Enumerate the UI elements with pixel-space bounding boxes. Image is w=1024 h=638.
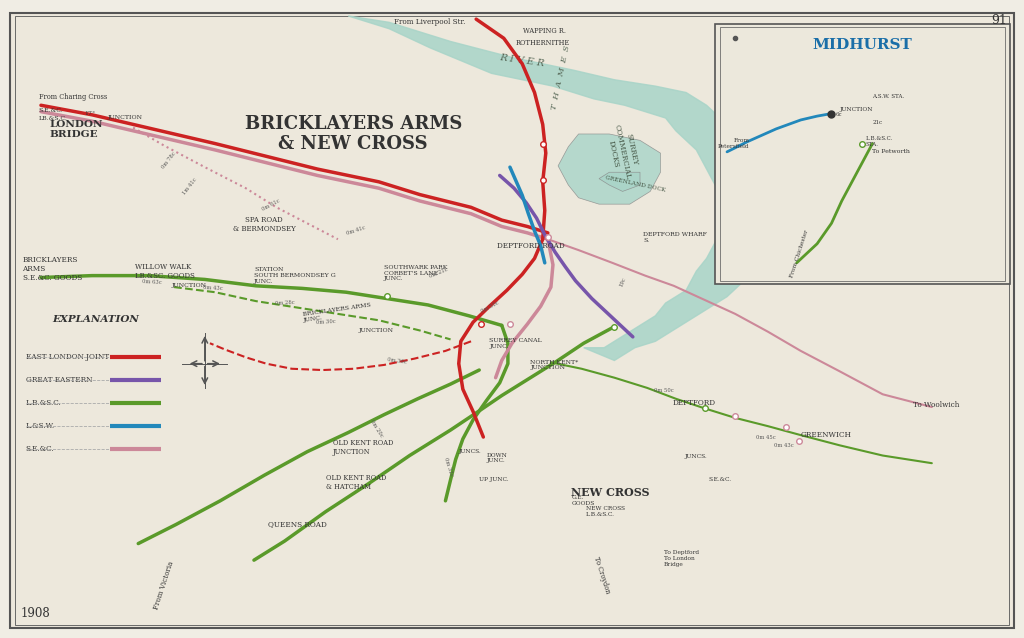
Text: R I V E R: R I V E R xyxy=(500,53,545,68)
Text: BRICKLAYERS ARMS
JUNC.: BRICKLAYERS ARMS JUNC. xyxy=(302,302,372,323)
Text: 0m 43c: 0m 43c xyxy=(203,285,223,292)
Text: 0m 50c: 0m 50c xyxy=(653,388,674,393)
Text: OLD KENT ROAD
JUNCTION: OLD KENT ROAD JUNCTION xyxy=(333,440,393,456)
Text: OLD KENT ROAD
& HATCHAM: OLD KENT ROAD & HATCHAM xyxy=(326,474,386,491)
Text: 17°: 17° xyxy=(84,111,95,116)
Text: 0m 50c: 0m 50c xyxy=(479,300,500,315)
Text: ROTHERNITHE: ROTHERNITHE xyxy=(516,40,569,47)
Text: EAST LONDON JOINT: EAST LONDON JOINT xyxy=(26,353,109,361)
Text: 19c: 19c xyxy=(618,277,627,287)
FancyBboxPatch shape xyxy=(715,24,1010,284)
Text: 0m 63c: 0m 63c xyxy=(141,279,162,285)
Text: G.E.
GOODS: G.E. GOODS xyxy=(571,496,595,506)
Text: BRICKLAYERS
ARMS
S.E.&C. GOODS: BRICKLAYERS ARMS S.E.&C. GOODS xyxy=(23,256,82,283)
Text: 0m 30c: 0m 30c xyxy=(315,319,336,325)
Text: WILLOW WALK
LB.&SC. GOODS: WILLOW WALK LB.&SC. GOODS xyxy=(135,263,195,279)
FancyBboxPatch shape xyxy=(10,13,1014,628)
Text: T  H  A  M  E  S: T H A M E S xyxy=(551,45,571,111)
Text: To Petworth: To Petworth xyxy=(872,149,910,154)
Text: LONDON
BRIDGE: LONDON BRIDGE xyxy=(49,120,102,139)
Text: 0m 28c: 0m 28c xyxy=(274,300,295,306)
Text: MIDHURST: MIDHURST xyxy=(812,38,912,52)
Text: From
Petersfield: From Petersfield xyxy=(718,138,750,149)
Text: JUNCTION: JUNCTION xyxy=(840,107,873,112)
Text: To Woolwich: To Woolwich xyxy=(913,401,959,409)
Text: BRICKLAYERS ARMS
& NEW CROSS: BRICKLAYERS ARMS & NEW CROSS xyxy=(245,115,462,153)
Text: UP JUNC.: UP JUNC. xyxy=(479,477,509,482)
Text: 1m 41c: 1m 41c xyxy=(181,177,198,196)
Text: 21c: 21c xyxy=(872,120,883,125)
Text: From Victoria: From Victoria xyxy=(153,561,175,611)
Text: SURREY
COMMERCIAL
DOCKS: SURREY COMMERCIAL DOCKS xyxy=(603,122,642,182)
Text: 0m 21c: 0m 21c xyxy=(428,267,449,279)
Text: S.E.&C.: S.E.&C. xyxy=(39,108,63,113)
Text: S.E.&C.: S.E.&C. xyxy=(26,445,54,453)
Text: From Liverpool Str.: From Liverpool Str. xyxy=(394,18,466,26)
Text: S.E.&C.: S.E.&C. xyxy=(709,477,732,482)
Text: WAPPING R.: WAPPING R. xyxy=(523,27,566,34)
Text: L.B.&S.C.
STA.: L.B.&S.C. STA. xyxy=(865,137,893,147)
Text: DEPTFORD: DEPTFORD xyxy=(673,399,716,407)
Text: 91: 91 xyxy=(991,14,1008,27)
Text: STATION
SOUTH BERMONDSEY G
JUNC.: STATION SOUTH BERMONDSEY G JUNC. xyxy=(254,267,336,284)
Polygon shape xyxy=(599,172,640,191)
Text: From Chichester: From Chichester xyxy=(788,230,809,278)
Text: GREAT EASTERN: GREAT EASTERN xyxy=(26,376,92,384)
Text: JUNCS.: JUNCS. xyxy=(459,449,481,454)
Text: 1908: 1908 xyxy=(20,607,50,620)
Text: SURREY CANAL
JUNC.: SURREY CANAL JUNC. xyxy=(489,338,543,348)
Text: 0m 45c: 0m 45c xyxy=(756,434,776,440)
Text: JUNCTION: JUNCTION xyxy=(108,115,142,120)
Text: NEW CROSS
L.B.&S.C.: NEW CROSS L.B.&S.C. xyxy=(586,507,625,517)
Text: 0m 41c: 0m 41c xyxy=(346,226,367,236)
Text: 0m 61c: 0m 61c xyxy=(261,198,282,212)
Text: To Croydon: To Croydon xyxy=(592,556,612,595)
Text: GREENLAND DOCK: GREENLAND DOCK xyxy=(604,175,666,193)
Text: 6c: 6c xyxy=(836,112,842,117)
Polygon shape xyxy=(558,134,660,204)
Text: JUNCS.: JUNCS. xyxy=(684,454,707,459)
Text: JUNCTION: JUNCTION xyxy=(358,328,393,333)
Text: A.S.W. STA.: A.S.W. STA. xyxy=(872,94,904,100)
Text: DOWN
JUNC.: DOWN JUNC. xyxy=(486,453,507,463)
Text: EXPLANATION: EXPLANATION xyxy=(52,315,138,323)
Text: NORTH KENT*
JUNCTION: NORTH KENT* JUNCTION xyxy=(530,360,579,370)
Text: JUNCTION: JUNCTION xyxy=(172,283,207,288)
Text: DEPTFORD WHARF
S.: DEPTFORD WHARF S. xyxy=(643,232,707,242)
Text: 0m 20c: 0m 20c xyxy=(370,419,384,438)
Text: 0m 36c: 0m 36c xyxy=(387,357,408,364)
Text: 0m 43c: 0m 43c xyxy=(773,443,794,448)
Text: 0m 32c: 0m 32c xyxy=(443,457,454,477)
Text: SOUTHWARK PARK
CORBET'S LANE
JUNC.: SOUTHWARK PARK CORBET'S LANE JUNC. xyxy=(384,265,447,281)
Text: 0m 78c: 0m 78c xyxy=(161,151,177,170)
Text: SPA ROAD
& BERMONDSEY: SPA ROAD & BERMONDSEY xyxy=(232,216,296,233)
Text: GREENWICH: GREENWICH xyxy=(801,431,852,439)
Text: From Charing Cross: From Charing Cross xyxy=(39,93,108,101)
Polygon shape xyxy=(348,16,778,360)
Text: To Deptford
To London
Bridge: To Deptford To London Bridge xyxy=(664,550,698,567)
Text: L.B.&S.C.: L.B.&S.C. xyxy=(26,399,61,407)
Text: QUEENS ROAD: QUEENS ROAD xyxy=(268,521,327,528)
Text: DEPTFORD ROAD: DEPTFORD ROAD xyxy=(497,242,564,249)
Text: LB.&S.C.: LB.&S.C. xyxy=(39,116,68,121)
Text: L.&S.W.: L.&S.W. xyxy=(26,422,54,430)
Text: NEW CROSS: NEW CROSS xyxy=(571,487,650,498)
